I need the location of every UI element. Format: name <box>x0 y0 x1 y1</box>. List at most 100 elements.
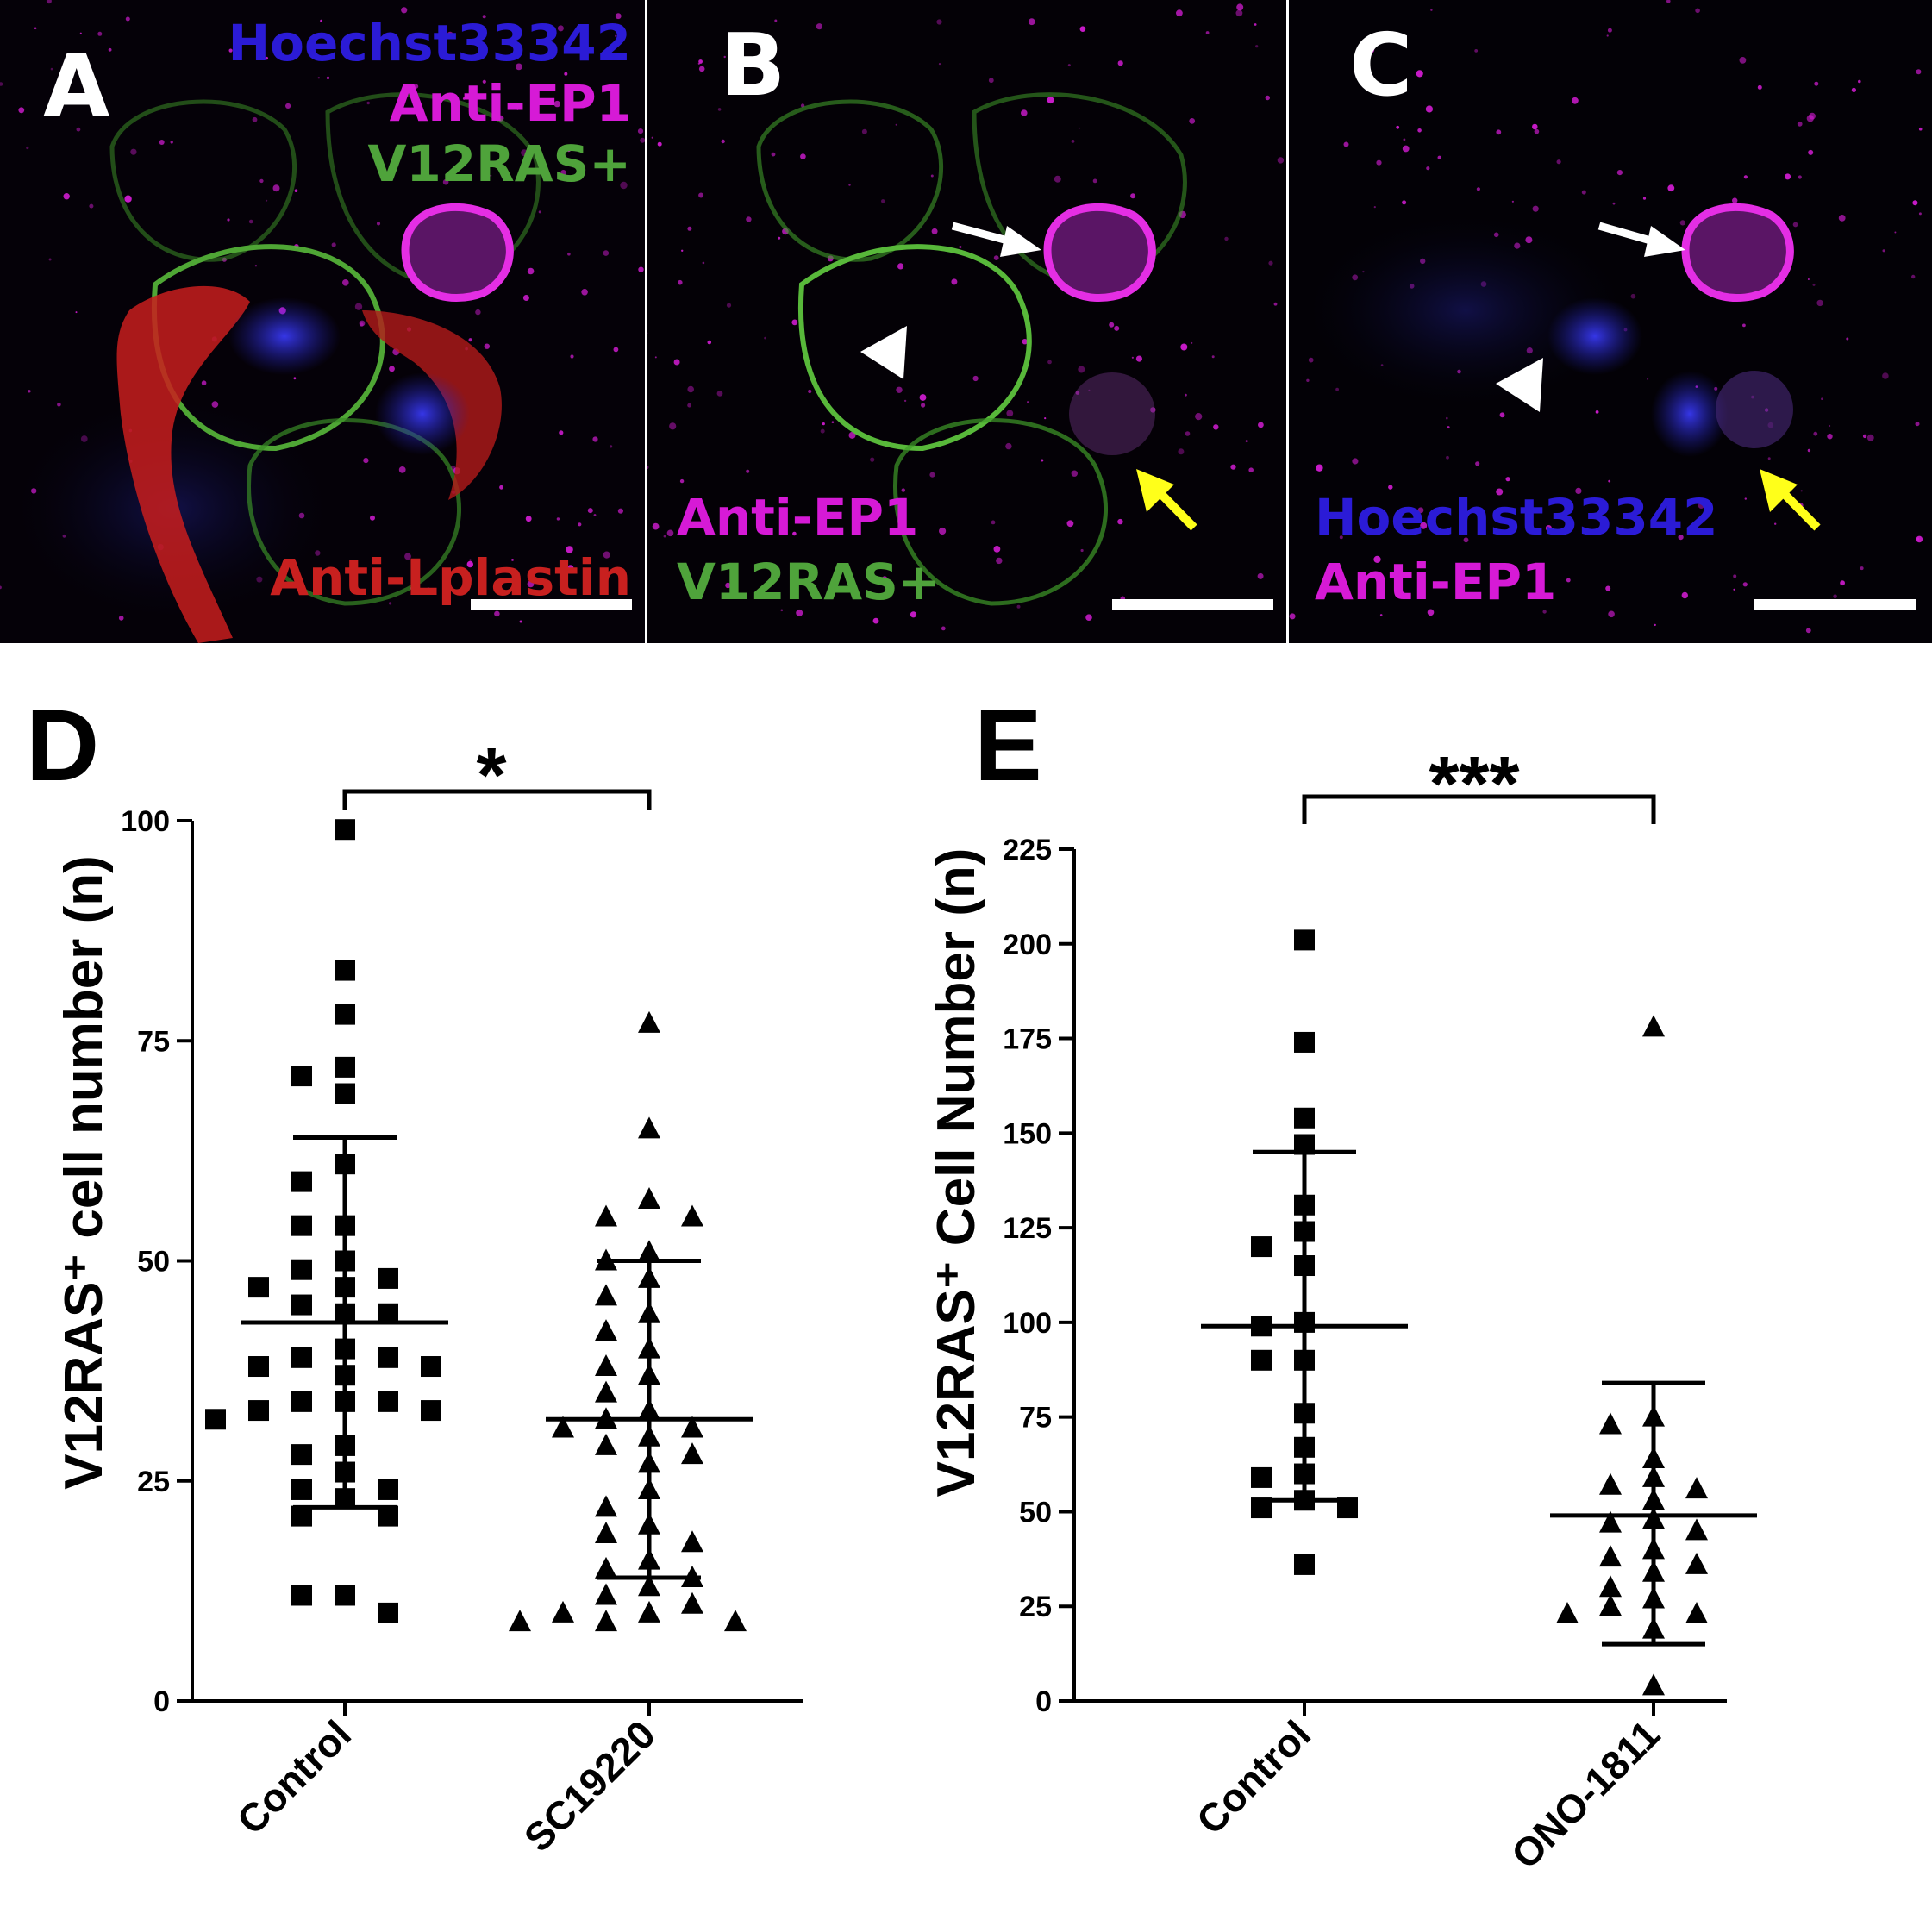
data-point-triangle <box>1685 1477 1708 1499</box>
data-point-square <box>378 1347 398 1368</box>
significance-bracket <box>342 789 652 810</box>
data-point-triangle <box>595 1354 617 1377</box>
data-point-triangle <box>595 1319 617 1341</box>
x-category-label: SC19220 <box>516 1711 664 1860</box>
x-category-label: ONO-1811 <box>1503 1711 1668 1877</box>
significance-label-d: * <box>476 733 506 819</box>
y-tick-label: 100 <box>1003 1307 1052 1340</box>
y-tick-label: 50 <box>137 1246 170 1279</box>
data-point-triangle <box>595 1610 617 1632</box>
data-point-triangle <box>595 1556 617 1579</box>
y-axis-title-d: V12RAS⁺ cell number (n) <box>54 855 114 1490</box>
y-tick-label: 100 <box>121 805 170 838</box>
data-point-triangle <box>1599 1575 1622 1598</box>
data-point-square <box>335 1083 355 1104</box>
data-point-triangle <box>595 1433 617 1455</box>
data-point-triangle <box>1642 1015 1665 1037</box>
stain-label-v12ras: V12RAS+ <box>677 553 941 611</box>
axes-e: 0 25 50 75 100 125 150 175 200 225 Control ONO-1811 <box>1003 794 1727 1878</box>
data-point-square <box>291 1171 312 1192</box>
stain-label-anti-lplastin: Anti-Lplastin <box>270 548 631 607</box>
scale-bar-c <box>1754 599 1916 610</box>
data-point-square <box>378 1267 398 1289</box>
data-point-triangle <box>1685 1518 1708 1541</box>
magenta-background-speckles <box>647 3 1285 631</box>
y-tick-label: 50 <box>1019 1496 1052 1529</box>
data-point-square <box>1251 1236 1272 1258</box>
data-point-triangle <box>681 1204 703 1227</box>
data-point-square <box>378 1602 398 1623</box>
data-point-square <box>1294 1554 1315 1575</box>
white-arrow-c <box>1597 222 1685 257</box>
data-point-triangle <box>724 1610 747 1632</box>
data-point-square <box>291 1294 312 1316</box>
panel-letter-e: E <box>974 689 1042 803</box>
data-point-square <box>335 960 355 981</box>
y-tick-label: 25 <box>1019 1591 1052 1623</box>
scale-bar-b <box>1112 599 1273 610</box>
micrograph-a: A Hoechst33342 Anti-EP1 V12RAS+ Anti-Lpl… <box>0 0 645 643</box>
data-point-square <box>291 1259 312 1280</box>
panel-letter-c: C <box>1349 15 1412 116</box>
data-point-square <box>291 1391 312 1412</box>
data-point-square <box>291 1066 312 1087</box>
y-tick-label: 0 <box>1035 1685 1052 1718</box>
data-point-triangle <box>638 1240 660 1262</box>
data-point-triangle <box>552 1416 574 1438</box>
data-point-triangle <box>1599 1472 1622 1495</box>
data-point-triangle <box>595 1495 617 1517</box>
data-point-triangle <box>595 1380 617 1403</box>
data-point-triangle <box>509 1610 531 1632</box>
scale-bar-a <box>471 599 632 610</box>
y-tick-label: 0 <box>153 1685 170 1718</box>
ep1-positive-nucleus-a <box>401 203 514 303</box>
micrograph-b: B Anti-EP1 V12RAS+ <box>647 0 1286 643</box>
data-point-triangle <box>681 1416 703 1438</box>
chart-e: E V12RAS⁺ Cell Number (n) 0 25 50 75 100 125 1… <box>927 689 1757 1878</box>
lplastin-signal <box>116 285 250 643</box>
ep1-positive-nucleus-c <box>1681 203 1794 303</box>
stain-label-v12ras: V12RAS+ <box>367 134 631 193</box>
y-tick-label: 200 <box>1003 928 1052 961</box>
y-tick-label: 150 <box>1003 1117 1052 1150</box>
y-tick-label: 125 <box>1003 1212 1052 1245</box>
data-point-square <box>335 819 355 841</box>
data-point-triangle <box>1599 1510 1622 1533</box>
significance-bracket <box>1302 794 1656 824</box>
ep1-positive-nucleus-b <box>1043 203 1156 303</box>
data-point-square <box>291 1215 312 1236</box>
data-point-square <box>291 1585 312 1606</box>
x-category-label: Control <box>1188 1711 1319 1842</box>
data-point-triangle <box>552 1600 574 1623</box>
y-tick-label: 25 <box>137 1466 170 1498</box>
data-point-square <box>291 1479 312 1500</box>
data-point-triangle <box>595 1284 617 1306</box>
data-point-square <box>335 1056 355 1078</box>
stain-label-anti-ep1: Anti-EP1 <box>390 74 631 133</box>
data-point-square <box>248 1277 269 1298</box>
data-point-triangle <box>1685 1602 1708 1624</box>
data-point-triangle <box>595 1583 617 1605</box>
data-point-square <box>1294 1107 1315 1129</box>
arrowhead-marker-c <box>1496 358 1543 412</box>
nucleus-c2 <box>1651 371 1729 457</box>
data-point-square <box>1294 1031 1315 1053</box>
data-point-triangle <box>1599 1412 1622 1435</box>
data-point-square <box>248 1400 269 1422</box>
data-point-triangle <box>638 1187 660 1210</box>
data-point-triangle <box>1642 1673 1665 1696</box>
data-point-square <box>378 1479 398 1500</box>
white-arrow-b <box>951 222 1041 257</box>
data-point-square <box>335 1585 355 1606</box>
x-category-label: Control <box>228 1711 360 1842</box>
data-point-square <box>291 1347 312 1368</box>
data-point-square <box>378 1391 398 1412</box>
data-point-square <box>248 1356 269 1378</box>
ep1-negative-nucleus-b <box>1069 372 1155 455</box>
stain-label-anti-ep1: Anti-EP1 <box>677 488 918 547</box>
data-point-triangle <box>681 1442 703 1465</box>
nucleus-a2 <box>375 372 470 455</box>
nucleus-c1 <box>1547 297 1642 375</box>
data-point-square <box>335 1004 355 1025</box>
